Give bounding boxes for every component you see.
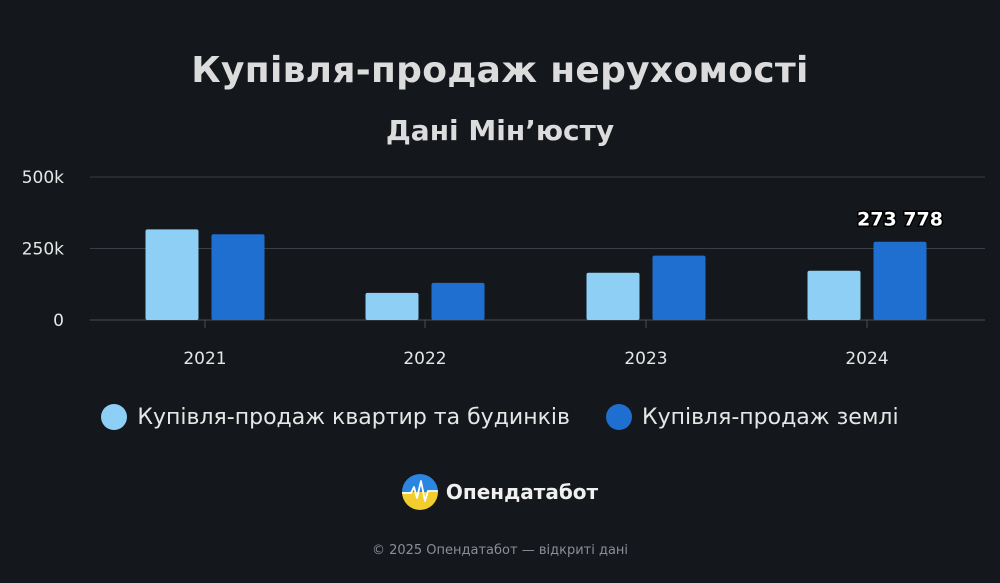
x-tick-label: 2023	[624, 349, 667, 369]
bar-land-2024[interactable]	[873, 241, 927, 320]
legend-item-apartments[interactable]: Купівля-продаж квартир та будинків	[101, 404, 570, 430]
legend-label-apartments: Купівля-продаж квартир та будинків	[137, 404, 570, 430]
x-tick-label: 2022	[403, 349, 446, 369]
labels-layer: 0 250k 500k 2021 2022 2023 2024 273 778	[22, 168, 945, 369]
legend: Купівля-продаж квартир та будинків Купів…	[0, 404, 1000, 430]
footer-copyright: © 2025 Опендатабот — відкриті дані	[371, 543, 629, 558]
chart-subtitle: Дані Мін’юсту	[385, 114, 615, 147]
bars-layer	[145, 229, 927, 320]
bar-land-2022[interactable]	[431, 282, 485, 320]
bar-apartments-2024[interactable]	[807, 270, 861, 320]
bar-apartments-2023[interactable]	[586, 272, 640, 320]
bar-apartments-2021[interactable]	[145, 229, 199, 320]
legend-label-land: Купівля-продаж землі	[641, 404, 899, 430]
y-tick-label: 0	[53, 311, 64, 331]
bar-apartments-2022[interactable]	[365, 292, 419, 320]
x-tick-label: 2024	[845, 349, 888, 369]
brand-name: Опендатабот	[445, 480, 599, 504]
legend-swatch-land	[605, 404, 632, 430]
chart-title: Купівля-продаж нерухомості	[191, 50, 809, 91]
opendatabot-logo-icon	[401, 474, 438, 510]
bar-land-2023[interactable]	[652, 255, 706, 320]
data-label-2024-land: 273 778	[857, 209, 943, 231]
y-tick-label: 250k	[22, 240, 64, 260]
legend-swatch-apartments	[101, 404, 128, 430]
legend-item-land[interactable]: Купівля-продаж землі	[605, 404, 899, 430]
bar-land-2021[interactable]	[211, 234, 265, 320]
brand: Опендатабот	[0, 474, 1000, 510]
bar-chart: 0 250k 500k 2021 2022 2023 2024 273 778	[22, 168, 985, 369]
x-tick-label: 2021	[183, 349, 226, 369]
y-tick-label: 500k	[22, 168, 64, 188]
